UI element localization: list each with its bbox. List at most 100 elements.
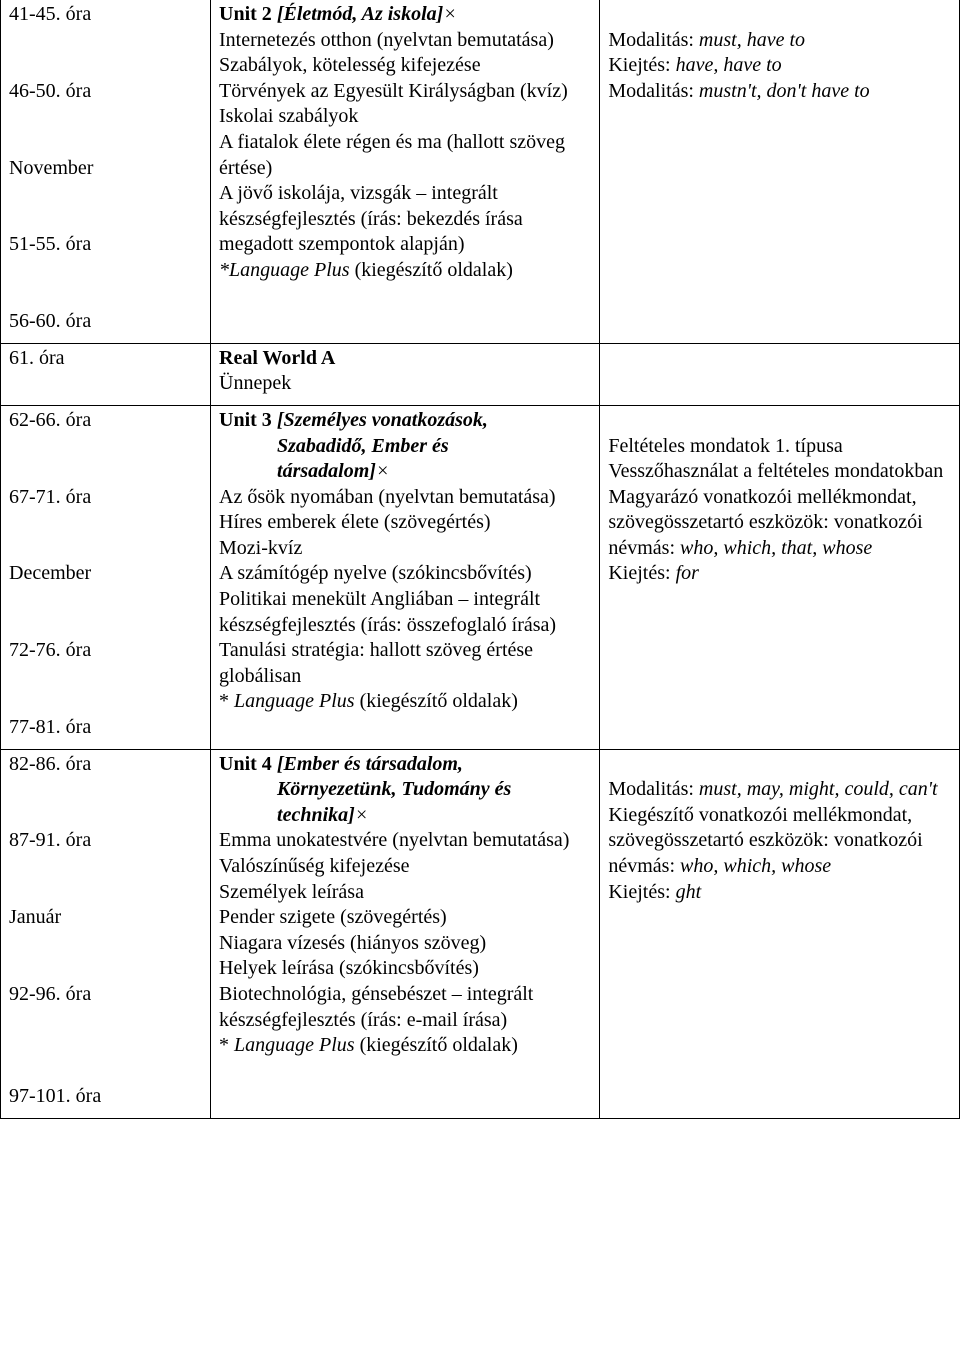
text-line: A fiatalok élete régen és ma (hallott sz…: [219, 130, 593, 181]
text-line: 62-66. óra: [9, 408, 204, 434]
cell-left: 41-45. óra 46-50. óra November 51-55. ór…: [1, 0, 211, 343]
text-line: December: [9, 561, 204, 587]
text-run: Környezetünk, Tudomány és: [277, 778, 511, 800]
cell-left: 62-66. óra 67-71. óra December 72-76. ór…: [1, 405, 211, 749]
text-line: Politikai menekült Angliában – integrált…: [219, 587, 593, 638]
text-line: 87-91. óra: [9, 828, 204, 854]
text-run: 77-81. óra: [9, 716, 91, 738]
text-line: [9, 207, 204, 233]
text-line: Személyek leírása: [219, 880, 593, 906]
page: 41-45. óra 46-50. óra November 51-55. ór…: [0, 0, 960, 1119]
text-line: Ünnepek: [219, 371, 593, 397]
text-run: Tanulási stratégia: hallott szöveg értés…: [219, 639, 533, 687]
text-run: Politikai menekült Angliában – integrált…: [219, 588, 556, 636]
text-line: [9, 181, 204, 207]
text-line: [9, 510, 204, 536]
text-line: [9, 536, 204, 562]
text-line: 82-86. óra: [9, 752, 204, 778]
text-line: Iskolai szabályok: [219, 104, 593, 130]
text-run: technika]: [277, 804, 355, 826]
text-line: Emma unokatestvére (nyelvtan bemutatása): [219, 828, 593, 854]
text-run: *: [219, 1034, 234, 1056]
text-line: Internetezés otthon (nyelvtan bemutatása…: [219, 28, 593, 54]
text-run: Kiejtés:: [608, 881, 675, 903]
text-run: 87-91. óra: [9, 829, 91, 851]
text-line: 72-76. óra: [9, 638, 204, 664]
text-run: 56-60. óra: [9, 310, 91, 332]
text-line: [9, 854, 204, 880]
text-line: [9, 130, 204, 156]
text-line: Unit 2 [Életmód, Az iskola]×: [219, 2, 593, 28]
cell-mid: Unit 2 [Életmód, Az iskola]×Internetezés…: [211, 0, 600, 343]
text-line: * Language Plus (kiegészítő oldalak): [219, 689, 593, 715]
cell-mid: Real World AÜnnepek: [211, 343, 600, 405]
text-line: [9, 28, 204, 54]
table-body: 41-45. óra 46-50. óra November 51-55. ór…: [1, 0, 960, 1118]
text-line: Törvények az Egyesült Királyságban (kvíz…: [219, 79, 593, 105]
text-line: Kiejtés: have, have to: [608, 53, 953, 79]
text-run: Január: [9, 906, 61, 928]
text-run: 61. óra: [9, 347, 65, 369]
text-line: [9, 434, 204, 460]
text-line: Kiejtés: ght: [608, 880, 953, 906]
text-run: 92-96. óra: [9, 983, 91, 1005]
text-run: Törvények az Egyesült Királyságban (kvíz…: [219, 80, 568, 102]
text-line: 67-71. óra: [9, 485, 204, 511]
text-run: Ünnepek: [219, 372, 291, 394]
text-run: Language Plus: [234, 1034, 355, 1056]
text-line: 51-55. óra: [9, 232, 204, 258]
text-line: Szabályok, kötelesség kifejezése: [219, 53, 593, 79]
text-line: [9, 1008, 204, 1034]
text-line: Modalitás: mustn't, don't have to: [608, 79, 953, 105]
text-run: Pender szigete (szövegértés): [219, 906, 447, 928]
table-row: 41-45. óra 46-50. óra November 51-55. ór…: [1, 0, 960, 343]
text-run: Szabadidő, Ember és: [277, 435, 449, 457]
text-run: November: [9, 157, 93, 179]
text-run: Niagara vízesés (hiányos szöveg): [219, 932, 486, 954]
text-line: 56-60. óra: [9, 309, 204, 335]
text-run: who, which, that, whose: [680, 537, 872, 559]
text-run: Emma unokatestvére (nyelvtan bemutatása): [219, 829, 569, 851]
text-run: A jövő iskolája, vizsgák – integrált kés…: [219, 182, 523, 255]
text-line: November: [9, 156, 204, 182]
text-run: Híres emberek élete (szövegértés): [219, 511, 491, 533]
curriculum-table: 41-45. óra 46-50. óra November 51-55. ór…: [0, 0, 960, 1119]
text-line: [9, 587, 204, 613]
cell-right: [600, 343, 960, 405]
text-line: Kiejtés: for: [608, 561, 953, 587]
cell-mid: Unit 4 [Ember és társadalom,Környezetünk…: [211, 749, 600, 1118]
text-line: Unit 3 [Személyes vonatkozások,: [219, 408, 593, 434]
text-line: *Language Plus (kiegészítő oldalak): [219, 258, 593, 284]
text-line: társadalom]×: [219, 459, 593, 485]
text-run: *: [219, 690, 234, 712]
text-line: A számítógép nyelve (szókincsbővítés): [219, 561, 593, 587]
text-line: [608, 408, 953, 434]
text-line: [9, 664, 204, 690]
text-line: [9, 258, 204, 284]
text-run: A fiatalok élete régen és ma (hallott sz…: [219, 131, 565, 179]
cell-right: Feltételes mondatok 1. típusaVesszőhaszn…: [600, 405, 960, 749]
text-line: [9, 104, 204, 130]
text-line: [9, 53, 204, 79]
text-line: Tanulási stratégia: hallott szöveg értés…: [219, 638, 593, 689]
text-run: (kiegészítő oldalak): [355, 690, 518, 712]
text-line: [9, 689, 204, 715]
table-row: 61. óra Real World AÜnnepek: [1, 343, 960, 405]
text-line: Kiegészítő vonatkozói mellékmondat, szöv…: [608, 803, 953, 880]
text-run: Kiejtés:: [608, 54, 675, 76]
cell-left: 61. óra: [1, 343, 211, 405]
text-run: Valószínűség kifejezése: [219, 855, 409, 877]
text-line: [9, 931, 204, 957]
text-run: 82-86. óra: [9, 753, 91, 775]
text-line: [9, 284, 204, 310]
text-run: Szabályok, kötelesség kifejezése: [219, 54, 481, 76]
text-line: Niagara vízesés (hiányos szöveg): [219, 931, 593, 957]
text-run: Unit 3: [219, 409, 277, 431]
text-run: Kiejtés:: [608, 562, 675, 584]
cell-mid: Unit 3 [Személyes vonatkozások,Szabadidő…: [211, 405, 600, 749]
text-line: [9, 803, 204, 829]
text-run: társadalom]: [277, 460, 376, 482]
text-run: Language Plus: [234, 690, 355, 712]
text-run: Feltételes mondatok 1. típusa: [608, 435, 842, 457]
text-run: mustn't, don't have to: [699, 80, 870, 102]
